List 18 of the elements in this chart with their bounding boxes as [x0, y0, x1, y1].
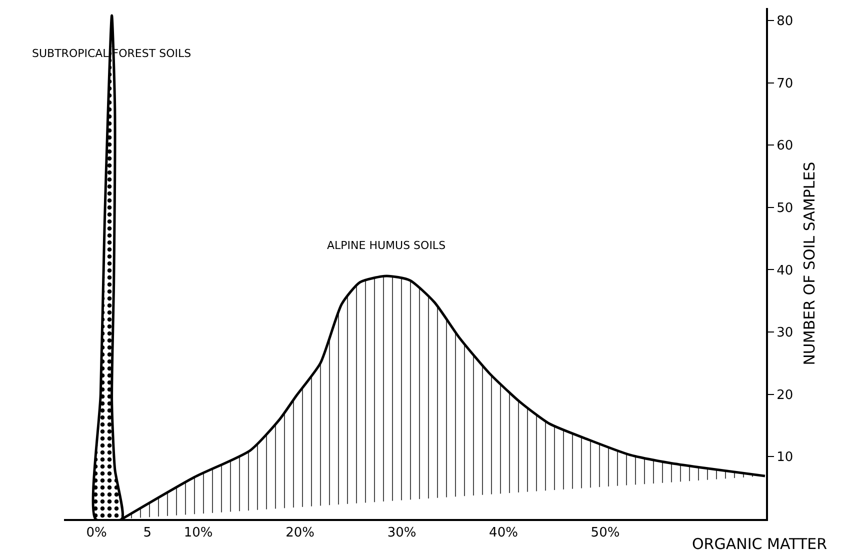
x-tick-label: 30% [387, 526, 416, 541]
y-tick-label: 10 [776, 450, 794, 466]
x-tick-label: 50% [590, 526, 620, 541]
x-axis-title: ORGANIC MATTER [692, 535, 827, 553]
y-axis-title: NUMBER OF SOIL SAMPLES [800, 162, 819, 366]
y-tick-label: 30 [776, 326, 794, 341]
y-tick-label: 60 [776, 138, 794, 154]
y-tick-label: 40 [776, 263, 794, 278]
text: ALPINE HUMUS SOILS [327, 239, 446, 252]
x-tick-label: 5 [143, 526, 152, 541]
x-tick-label: 40% [489, 526, 518, 541]
y-tick-label: 70 [776, 76, 794, 92]
y-tick-label: 80 [776, 14, 794, 30]
x-tick-label: 20% [286, 526, 314, 541]
y-tick-label: 50 [776, 200, 794, 216]
y-tick-label: 20 [776, 388, 794, 403]
x-tick-label: 10% [184, 526, 213, 541]
x-tick-label: 0% [86, 526, 107, 541]
